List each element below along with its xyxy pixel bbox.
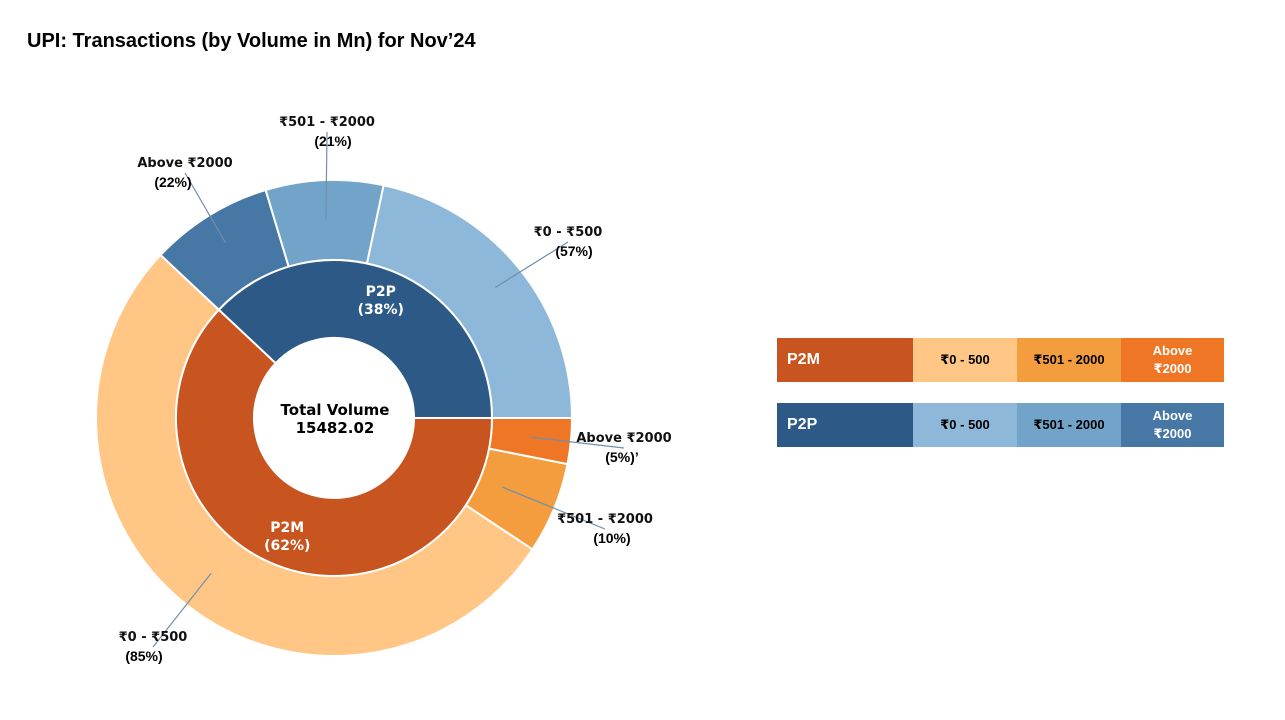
inner-pct-p2m: (62%)	[264, 538, 310, 554]
legend-p2p-above-2000: Above ₹2000	[1121, 403, 1224, 447]
outer-label-p2p-0: ₹0 - ₹500	[534, 225, 603, 240]
outer-label-p2m-2: Above ₹2000	[576, 431, 671, 446]
outer-label-p2m-0: ₹0 - ₹500	[119, 630, 188, 645]
outer-label-p2m-1: ₹501 - ₹2000	[557, 512, 653, 527]
inner-slice-p2m	[175, 308, 494, 577]
outer-pct-p2p-1: (21%)	[314, 133, 351, 149]
legend-p2p-0-500: ₹0 - 500	[913, 403, 1017, 447]
legend-p2p-group: P2P	[777, 403, 913, 447]
legend-p2p: P2P ₹0 - 500 ₹501 - 2000 Above ₹2000	[777, 403, 1224, 447]
legend-p2m-501-2000: ₹501 - 2000	[1017, 338, 1121, 382]
outer-label-p2p-1: ₹501 - ₹2000	[279, 115, 375, 130]
legend-p2m-group: P2M	[777, 338, 913, 382]
outer-pct-p2p-2: (22%)	[154, 174, 191, 190]
outer-pct-p2m-1: (10%)	[593, 530, 630, 546]
nested-donut-chart: P2P (38%) P2M (62%) ₹0 - ₹500 (57%) ₹501 - ₹20…	[95, 115, 672, 664]
leader-line	[152, 572, 212, 648]
inner-label-p2p: P2P	[366, 284, 396, 300]
legend-p2m-above-2000: Above ₹2000	[1121, 338, 1224, 382]
inner-pct-p2p: (38%)	[358, 302, 404, 318]
outer-pct-p2m-2: (5%)’	[605, 449, 638, 465]
legend-p2m-0-500: ₹0 - 500	[913, 338, 1017, 382]
center-label-title: Total Volume	[281, 401, 390, 419]
leader-line	[502, 486, 606, 530]
center-label-value: 15482.02	[296, 419, 375, 437]
legend-p2m: P2M ₹0 - 500 ₹501 - 2000 Above ₹2000	[777, 338, 1224, 382]
leader-line	[495, 241, 569, 288]
legend-p2p-501-2000: ₹501 - 2000	[1017, 403, 1121, 447]
inner-label-p2m: P2M	[270, 520, 304, 536]
outer-label-p2p-2: Above ₹2000	[137, 156, 232, 171]
outer-pct-p2p-0: (57%)	[555, 243, 592, 259]
outer-pct-p2m-0: (85%)	[125, 648, 162, 664]
leader-line	[530, 436, 625, 449]
inner-slice-p2p	[217, 259, 494, 419]
chart-title: UPI: Transactions (by Volume in Mn) for …	[27, 30, 476, 52]
leader-line	[325, 131, 328, 221]
leader-line	[184, 172, 227, 244]
